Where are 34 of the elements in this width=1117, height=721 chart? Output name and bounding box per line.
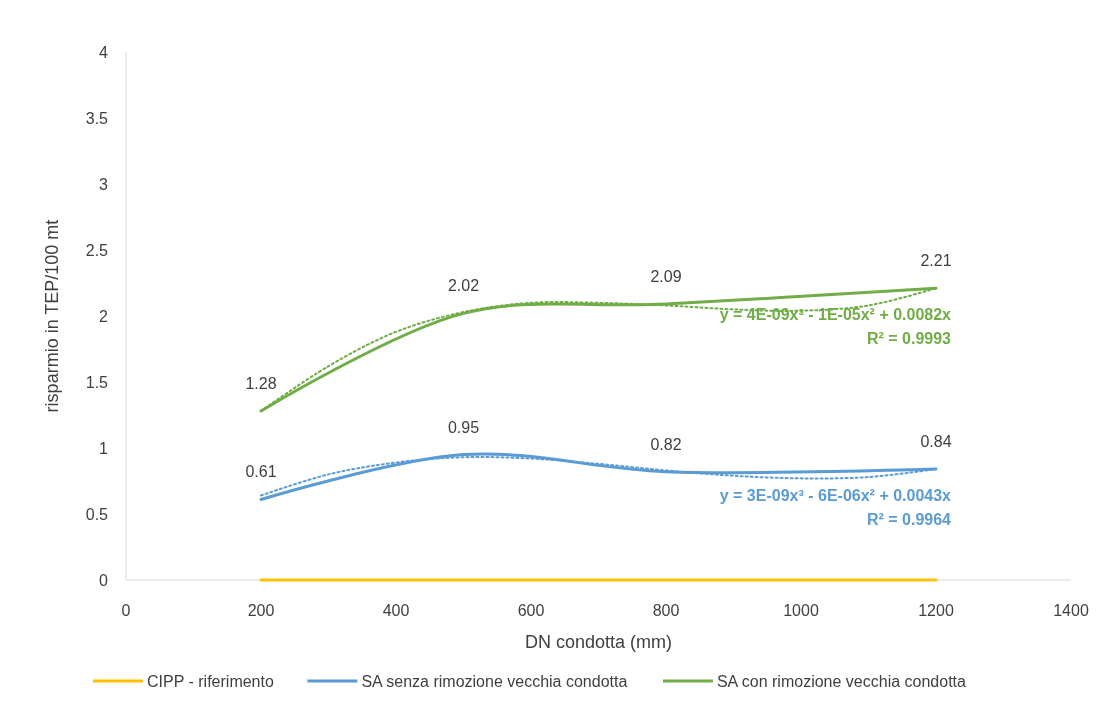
data-label: 2.21 <box>920 252 952 270</box>
y-tick-label: 1 <box>99 439 109 457</box>
y-tick-label: 2 <box>99 307 109 325</box>
data-label: 2.09 <box>650 268 682 286</box>
y-tick-label: 1.5 <box>85 373 109 391</box>
x-axis-title: DN condotta (mm) <box>524 632 673 652</box>
data-label: 2.02 <box>447 277 480 295</box>
y-tick-label: 2.5 <box>85 241 109 259</box>
annotation: y = 3E-09x³ - 6E-06x² + 0.0043x <box>719 487 952 505</box>
y-tick-label: 3.5 <box>85 109 109 127</box>
x-tick-label: 200 <box>247 602 275 619</box>
annotation: y = 4E-09x³ - 1E-05x² + 0.0082x <box>719 306 952 324</box>
legend-label: SA senza rimozione vecchia condotta <box>361 672 628 690</box>
data-label: 0.84 <box>920 433 952 451</box>
data-label: 0.95 <box>447 418 480 436</box>
annotation: R² = 0.9964 <box>866 511 952 529</box>
data-label: 0.82 <box>650 435 682 453</box>
y-tick-label: 0.5 <box>85 505 109 523</box>
x-tick-label: 800 <box>652 602 680 619</box>
y-tick-label: 4 <box>99 43 109 61</box>
x-tick-label: 1200 <box>918 602 954 619</box>
y-tick-label: 3 <box>99 175 109 193</box>
x-tick-label: 600 <box>517 602 545 619</box>
y-tick-label: 0 <box>99 571 109 589</box>
data-label: 0.61 <box>245 463 277 481</box>
x-tick-label: 0 <box>121 602 131 619</box>
x-tick-label: 1400 <box>1053 602 1089 619</box>
legend-label: SA con rimozione vecchia condotta <box>716 672 967 690</box>
annotation: R² = 0.9993 <box>866 330 952 348</box>
y-axis-title: risparmio in TEP/100 mt <box>42 219 62 413</box>
legend-label: CIPP - riferimento <box>147 672 274 690</box>
x-tick-label: 400 <box>382 602 410 619</box>
x-tick-label: 1000 <box>783 602 819 619</box>
data-label: 1.28 <box>245 375 277 393</box>
